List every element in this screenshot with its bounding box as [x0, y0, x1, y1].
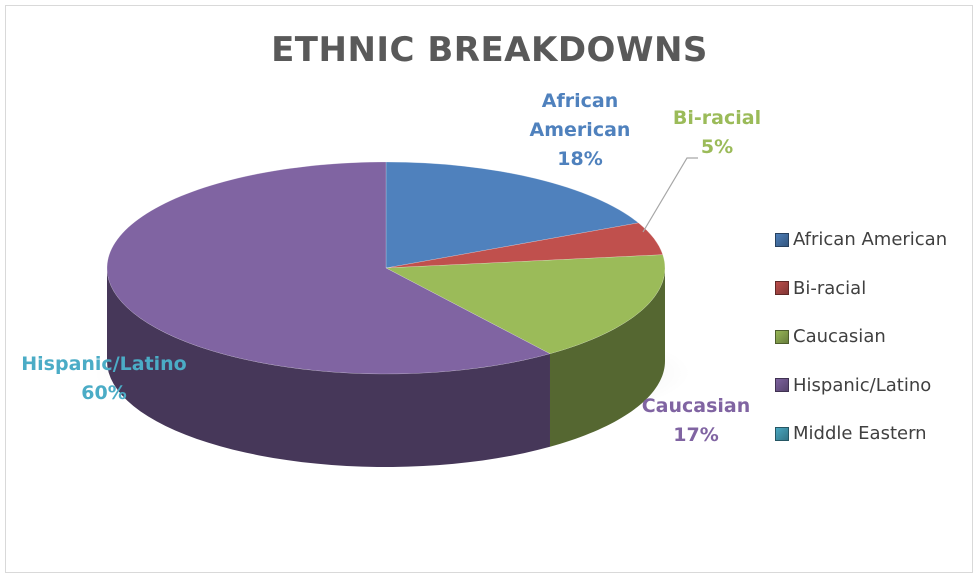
pie-side-hispanic-latino — [107, 268, 550, 467]
data-label-bi-racial: Bi-racial 5% — [673, 107, 761, 158]
legend-item-bi-racial: Bi-racial — [775, 277, 947, 299]
legend-item-african-american: African American — [775, 229, 948, 250]
legend-item-caucasian: Caucasian — [775, 326, 947, 347]
legend-item-middle-eastern: Middle Eastern — [775, 423, 947, 444]
legend-swatch-bi-racial — [775, 281, 789, 295]
pie-slice-bi-racial — [385, 222, 664, 269]
legend-label-middle-eastern: Middle Eastern — [793, 423, 927, 444]
legend-item-hispanic-latino: Hispanic/Latino — [775, 374, 947, 396]
legend-swatch-african-american — [775, 232, 789, 247]
legend-label-caucasian: Caucasian — [793, 326, 886, 347]
chart-title: ETHNIC BREAKDOWNS — [271, 30, 708, 70]
data-label-hispanic-latino: Hispanic/Latino 60% — [21, 353, 187, 404]
pie-side-caucasian — [549, 268, 665, 447]
legend-swatch-hispanic-latino — [775, 378, 789, 392]
data-label-african-american: African American 18% — [530, 90, 631, 170]
chart-legend: African American Bi-racial Caucasian His… — [775, 229, 948, 473]
pie-slice-hispanic-latino — [106, 161, 551, 375]
legend-label-bi-racial: Bi-racial — [793, 277, 867, 299]
legend-swatch-middle-eastern — [775, 426, 789, 441]
pie-slice-caucasian — [385, 254, 666, 355]
pie-slice-african-american — [385, 161, 640, 269]
legend-swatch-caucasian — [775, 329, 789, 344]
leader-line-bi-racial — [642, 157, 698, 233]
data-label-caucasian: Caucasian 17% — [642, 395, 751, 446]
legend-label-african-american: African American — [793, 229, 948, 250]
legend-label-hispanic-latino: Hispanic/Latino — [793, 374, 932, 396]
